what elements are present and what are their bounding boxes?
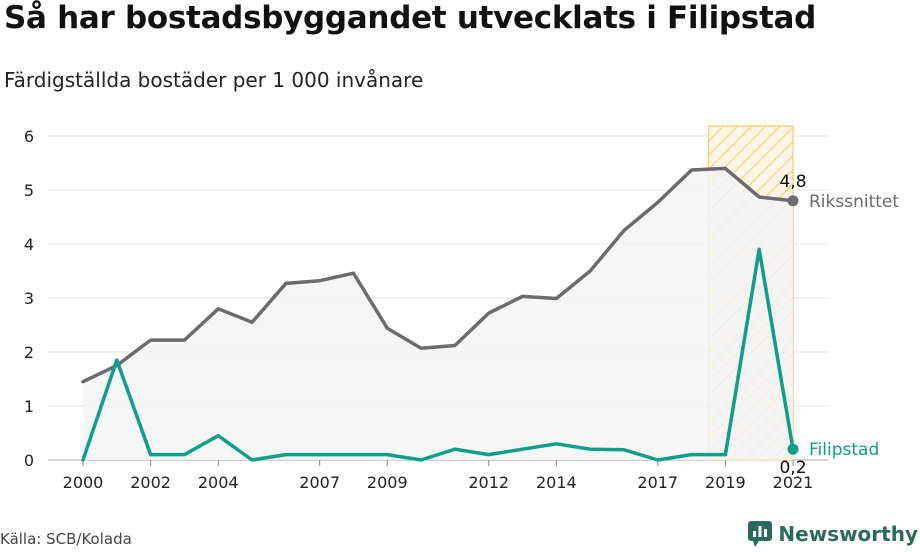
y-tick-label-4: 4 bbox=[24, 235, 34, 254]
chart-title: Så har bostadsbyggandet utvecklats i Fil… bbox=[4, 0, 816, 36]
x-tick-label-2002: 2002 bbox=[130, 473, 171, 492]
brand[interactable]: Newsworthy bbox=[748, 521, 918, 547]
series-endpoint-filipstad bbox=[787, 443, 799, 455]
x-tick-label-2004: 2004 bbox=[198, 473, 239, 492]
series-label-rikssnittet: Rikssnittet bbox=[809, 192, 899, 212]
x-tick-label-2009: 2009 bbox=[367, 473, 408, 492]
y-tick-label-3: 3 bbox=[24, 289, 34, 308]
x-tick-label-2017: 2017 bbox=[637, 473, 678, 492]
series-value-label-rikssnittet: 4,8 bbox=[779, 172, 806, 192]
x-tick-label-2014: 2014 bbox=[536, 473, 577, 492]
x-tick-label-2021: 2021 bbox=[773, 473, 814, 492]
y-tick-label-0: 0 bbox=[24, 451, 34, 470]
chart-subtitle: Färdigställda bostäder per 1 000 invånar… bbox=[4, 68, 424, 92]
series-label-filipstad: Filipstad bbox=[809, 440, 879, 460]
series-line-rikssnittet bbox=[81, 166, 795, 384]
series-value-label-filipstad: 0,2 bbox=[779, 458, 806, 478]
x-tick-label-2000: 2000 bbox=[63, 473, 104, 492]
y-tick-label-6: 6 bbox=[24, 127, 34, 146]
x-tick-label-2012: 2012 bbox=[468, 473, 509, 492]
x-tick-label-2007: 2007 bbox=[299, 473, 340, 492]
brand-name: Newsworthy bbox=[778, 522, 918, 546]
source-note: Källa: SCB/Kolada bbox=[0, 530, 132, 548]
y-tick-label-2: 2 bbox=[24, 343, 34, 362]
series-line-filipstad bbox=[81, 247, 795, 462]
y-tick-label-1: 1 bbox=[24, 397, 34, 416]
y-tick-label-5: 5 bbox=[24, 181, 34, 200]
series-endpoint-rikssnittet bbox=[787, 195, 799, 207]
series-area-rikssnittet bbox=[83, 168, 793, 460]
x-tick-label-2019: 2019 bbox=[705, 473, 746, 492]
newsworthy-logo-icon bbox=[748, 521, 773, 547]
